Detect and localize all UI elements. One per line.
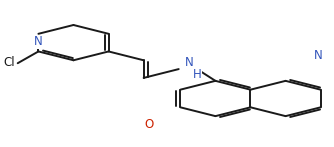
Text: Cl: Cl [3,56,15,69]
Text: H: H [193,68,202,81]
Text: O: O [144,118,153,131]
Text: N: N [185,56,194,69]
Text: N: N [314,49,323,62]
Text: N: N [34,35,43,48]
